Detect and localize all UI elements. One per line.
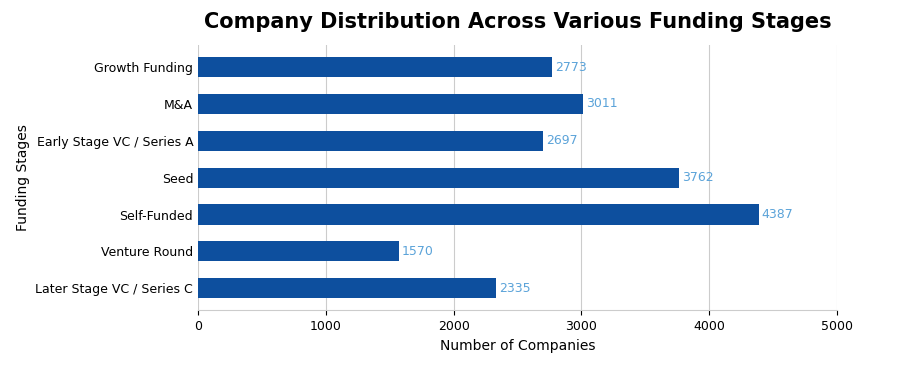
Text: 2773: 2773 (555, 61, 588, 74)
X-axis label: Number of Companies: Number of Companies (440, 339, 595, 353)
Bar (198, 57, 553, 77)
Bar (198, 131, 543, 151)
Bar (198, 204, 759, 225)
Text: 4387: 4387 (762, 208, 794, 221)
Y-axis label: Funding Stages: Funding Stages (16, 124, 30, 231)
Title: Company Distribution Across Various Funding Stages: Company Distribution Across Various Fund… (203, 12, 832, 32)
Text: 2697: 2697 (546, 134, 578, 147)
Bar (198, 278, 497, 298)
Text: 1570: 1570 (401, 245, 434, 258)
Text: 3011: 3011 (586, 98, 617, 110)
Text: 3762: 3762 (682, 171, 714, 184)
Bar (198, 241, 399, 261)
Text: 2335: 2335 (500, 282, 531, 295)
Bar (198, 168, 679, 188)
Bar (198, 94, 583, 114)
